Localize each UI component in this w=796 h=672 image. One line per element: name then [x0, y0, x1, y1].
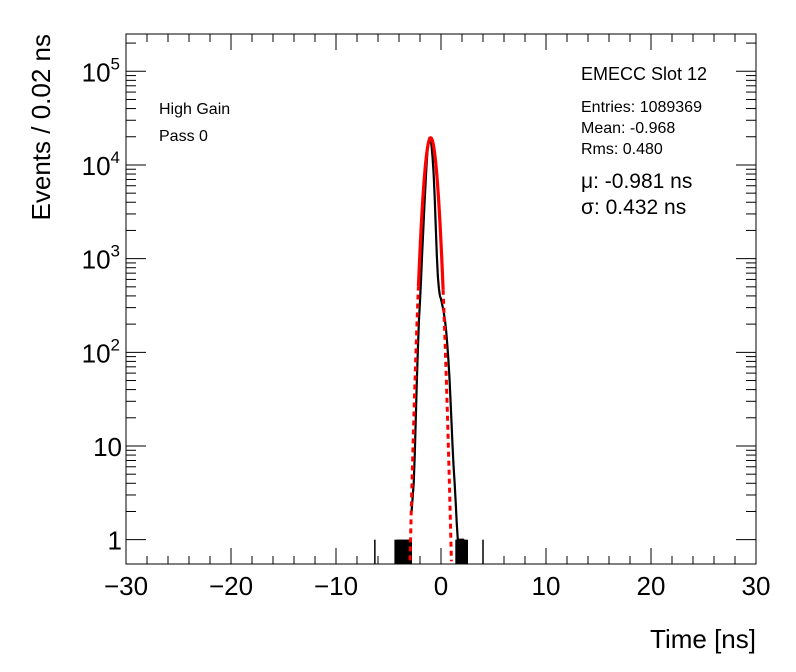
y-tick-label: 10	[93, 432, 122, 462]
x-tick-label: 10	[532, 571, 561, 601]
y-tick-label: 105	[82, 54, 120, 87]
x-tick-label: −30	[104, 571, 148, 601]
fit-mu: μ: -0.981 ns	[581, 170, 692, 193]
x-tick-label: 0	[434, 571, 448, 601]
gain-annotation: High Gain	[159, 101, 230, 118]
x-tick-label: 20	[637, 571, 666, 601]
y-axis: 1 10 102 103 104 105	[82, 42, 756, 556]
x-tick-label: −10	[314, 571, 358, 601]
y-axis-label: Events / 0.02 ns	[26, 34, 56, 220]
series-layer	[374, 136, 484, 564]
mean-stat: Mean: -0.968	[581, 120, 675, 137]
fit-curve-solid	[416, 136, 445, 290]
x-axis: −30 −20 −10 0 10 20 30	[104, 34, 771, 601]
slot-title: EMECC Slot 12	[581, 64, 707, 84]
histogram-bin	[407, 539, 412, 564]
y-tick-label: 102	[82, 335, 120, 368]
x-axis-label: Time [ns]	[650, 624, 756, 654]
x-tick-label: 30	[742, 571, 771, 601]
fit-curve-dashed-left	[408, 286, 420, 561]
x-tick-label: −20	[209, 571, 253, 601]
entries-stat: Entries: 1089369	[581, 99, 702, 116]
fit-curve-dashed-right	[441, 289, 453, 562]
fit-sigma: σ: 0.432 ns	[581, 196, 686, 219]
y-tick-label: 1	[108, 526, 122, 556]
y-tick-label: 104	[82, 148, 120, 181]
histogram-outline	[410, 136, 465, 541]
pass-annotation: Pass 0	[159, 128, 208, 145]
y-tick-label: 103	[82, 242, 120, 275]
histogram-bin	[461, 539, 467, 564]
rms-stat: Rms: 0.480	[581, 141, 663, 158]
